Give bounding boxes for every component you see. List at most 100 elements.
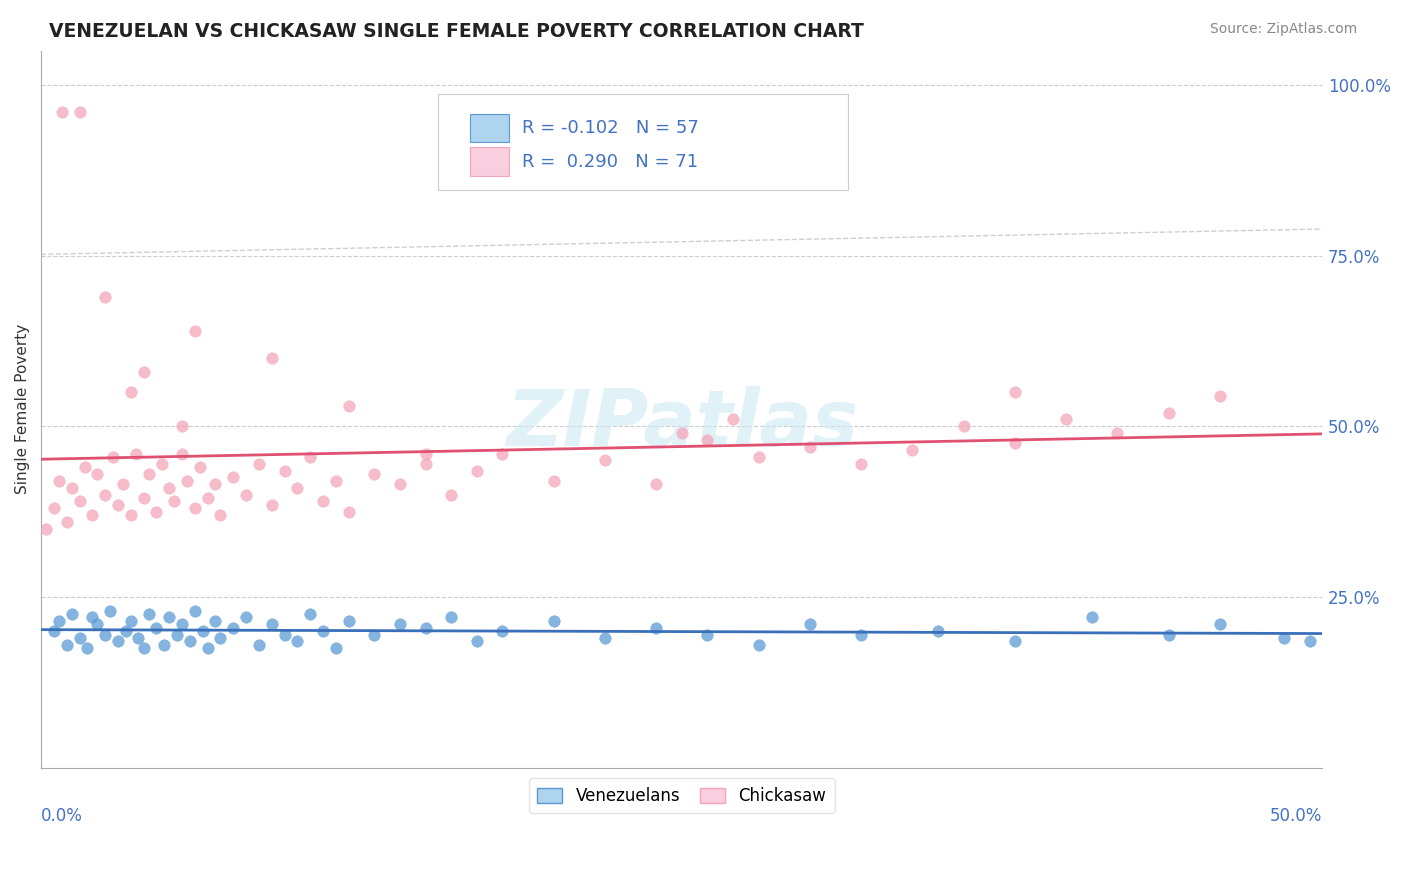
Point	[48, 614, 70, 628]
Point	[465, 634, 488, 648]
Point	[120, 614, 142, 628]
Point	[721, 412, 744, 426]
Point	[197, 491, 219, 505]
Point	[260, 617, 283, 632]
Point	[42, 501, 65, 516]
Point	[188, 460, 211, 475]
Point	[107, 498, 129, 512]
Point	[325, 474, 347, 488]
Point	[222, 621, 245, 635]
Point	[696, 627, 718, 641]
Point	[184, 604, 207, 618]
Point	[363, 627, 385, 641]
Point	[325, 641, 347, 656]
Point	[287, 481, 309, 495]
Point	[55, 515, 77, 529]
Point	[94, 289, 117, 303]
Point	[209, 508, 232, 522]
Point	[287, 634, 309, 648]
Point	[1157, 406, 1180, 420]
Point	[69, 105, 91, 120]
Point	[132, 641, 155, 656]
Point	[337, 614, 360, 628]
Point	[1157, 627, 1180, 641]
Point	[132, 365, 155, 379]
Point	[157, 481, 180, 495]
Point	[388, 477, 411, 491]
Point	[138, 607, 160, 621]
Point	[645, 477, 668, 491]
Point	[1107, 426, 1129, 441]
Point	[593, 631, 616, 645]
Point	[491, 446, 513, 460]
Text: R =  0.290   N = 71: R = 0.290 N = 71	[522, 153, 697, 171]
Point	[543, 474, 565, 488]
Point	[1004, 385, 1026, 400]
Point	[440, 610, 463, 624]
Point	[86, 617, 108, 632]
Text: 50.0%: 50.0%	[1270, 807, 1323, 825]
Point	[35, 522, 58, 536]
Point	[312, 624, 335, 639]
Y-axis label: Single Female Poverty: Single Female Poverty	[15, 324, 30, 494]
Point	[645, 621, 668, 635]
Point	[197, 641, 219, 656]
Point	[184, 501, 207, 516]
Point	[153, 638, 176, 652]
Point	[170, 419, 193, 434]
Point	[247, 457, 270, 471]
Point	[120, 385, 142, 400]
Point	[107, 634, 129, 648]
Point	[849, 627, 872, 641]
Bar	[471, 114, 509, 143]
Point	[42, 624, 65, 639]
Point	[491, 624, 513, 639]
Point	[157, 610, 180, 624]
Point	[1298, 634, 1320, 648]
Point	[901, 443, 924, 458]
Point	[299, 607, 322, 621]
Point	[73, 460, 96, 475]
Point	[671, 426, 693, 441]
Legend: Venezuelans, Chickasaw: Venezuelans, Chickasaw	[529, 779, 835, 814]
Text: ZIPatlas: ZIPatlas	[506, 385, 858, 461]
Point	[1209, 617, 1232, 632]
Point	[1209, 388, 1232, 402]
Point	[1004, 436, 1026, 450]
Point	[138, 467, 160, 481]
Point	[235, 610, 257, 624]
Point	[1081, 610, 1104, 624]
Point	[415, 457, 437, 471]
Point	[337, 505, 360, 519]
Point	[82, 610, 104, 624]
Point	[98, 604, 121, 618]
Point	[952, 419, 974, 434]
Point	[120, 508, 142, 522]
Point	[337, 399, 360, 413]
Point	[86, 467, 108, 481]
Point	[170, 446, 193, 460]
Point	[593, 453, 616, 467]
Point	[150, 457, 173, 471]
Point	[849, 457, 872, 471]
Point	[101, 450, 124, 464]
Point	[440, 487, 463, 501]
Point	[748, 638, 770, 652]
Point	[299, 450, 322, 464]
Point	[927, 624, 949, 639]
Point	[112, 477, 135, 491]
Point	[132, 491, 155, 505]
Point	[415, 621, 437, 635]
Point	[235, 487, 257, 501]
Point	[69, 631, 91, 645]
Point	[273, 627, 295, 641]
Point	[179, 634, 201, 648]
Point	[1054, 412, 1077, 426]
Point	[170, 617, 193, 632]
Point	[799, 617, 821, 632]
Point	[696, 433, 718, 447]
Point	[51, 105, 73, 120]
Point	[260, 351, 283, 365]
Text: VENEZUELAN VS CHICKASAW SINGLE FEMALE POVERTY CORRELATION CHART: VENEZUELAN VS CHICKASAW SINGLE FEMALE PO…	[49, 22, 865, 41]
Point	[209, 631, 232, 645]
